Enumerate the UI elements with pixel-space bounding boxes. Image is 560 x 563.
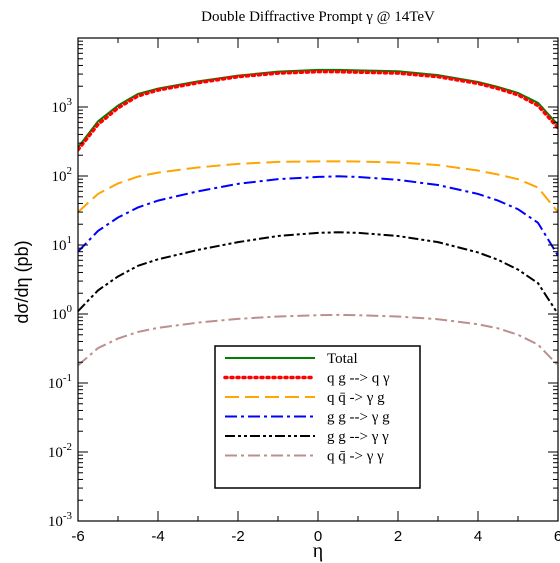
series-line-6 — [78, 313, 558, 367]
y-tick-label: 103 — [52, 96, 73, 116]
y-tick-label: 100 — [52, 303, 73, 323]
x-tick-label: 4 — [474, 528, 482, 545]
series-line-5 — [78, 231, 558, 315]
x-tick-label: 6 — [554, 528, 560, 545]
y-tick-label: 102 — [52, 165, 73, 185]
series-line-2 — [78, 69, 558, 152]
series-layer — [78, 68, 558, 367]
x-tick-label: 2 — [394, 528, 402, 545]
x-tick-label: -2 — [231, 528, 244, 545]
axis-ticks: -6 -4 -2 0 2 4 6 10-3 10-2 10-1 100 101 102 103 — [48, 38, 560, 545]
x-tick-label: 0 — [314, 528, 322, 545]
x-axis-label: η — [313, 540, 323, 562]
x-tick-label: -4 — [151, 528, 164, 545]
x-tick-label: -6 — [71, 528, 84, 545]
legend-label-1: Total — [327, 351, 358, 367]
legend-label-4: g g --> γ g — [327, 410, 390, 426]
legend-label-3: q q̄ -> γ g — [327, 390, 385, 406]
legend-label-5: g g --> γ γ — [327, 429, 389, 445]
series-line-1 — [78, 68, 558, 148]
y-tick-label: 101 — [52, 234, 73, 254]
legend-label-2: q g --> q γ — [327, 371, 390, 387]
y-axis-label: dσ/dη (pb) — [12, 240, 32, 323]
y-tick-label: 10-1 — [48, 372, 72, 392]
y-tick-label: 10-2 — [48, 441, 72, 461]
series-line-4 — [78, 175, 558, 257]
y-tick-label: 10-3 — [48, 510, 73, 530]
series-line-3 — [78, 160, 558, 213]
chart-title: Double Diffractive Prompt γ @ 14TeV — [201, 9, 435, 25]
legend-label-6: q q̄ -> γ γ — [327, 449, 384, 465]
legend: Total q g --> q γ q q̄ -> γ g g g --> γ g g … — [214, 345, 421, 489]
